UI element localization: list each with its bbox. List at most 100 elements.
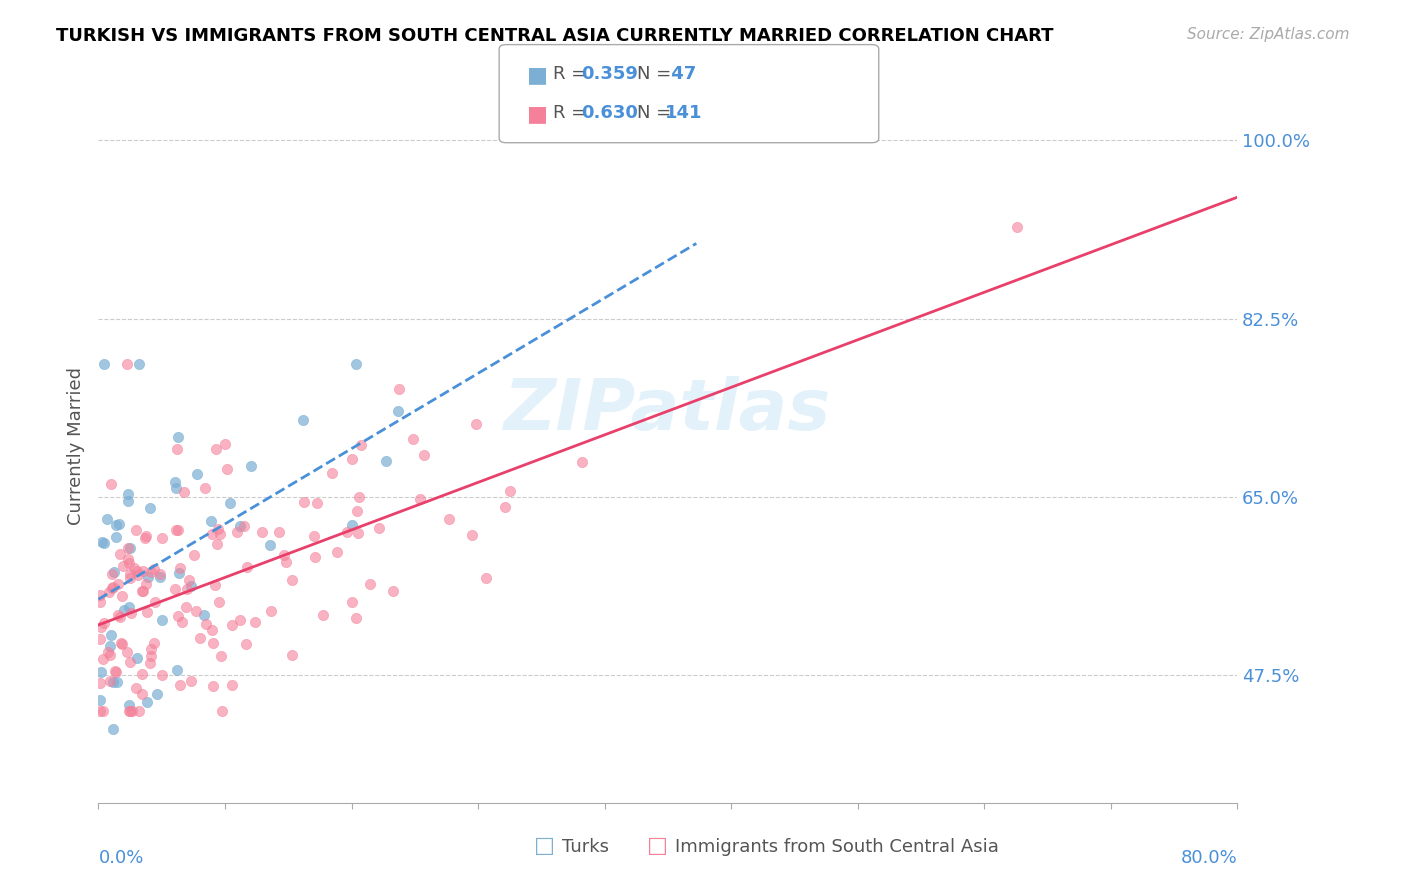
Point	[166, 663, 188, 677]
Point	[139, 656, 162, 670]
Point	[135, 529, 157, 543]
Point	[127, 567, 149, 582]
Point	[91, 704, 114, 718]
Point	[201, 623, 224, 637]
Text: 0.0%: 0.0%	[98, 849, 143, 867]
Point	[121, 704, 143, 718]
Point	[186, 467, 208, 481]
Text: ■: ■	[527, 65, 548, 85]
Point	[166, 442, 188, 457]
Point	[98, 639, 121, 653]
Point	[235, 637, 257, 651]
Point	[347, 490, 370, 504]
Point	[259, 538, 281, 552]
Point	[274, 555, 297, 569]
Point	[108, 516, 131, 531]
Point	[193, 607, 215, 622]
Text: ZIPatlas: ZIPatlas	[505, 376, 831, 445]
Point	[326, 545, 349, 559]
Point	[342, 518, 364, 533]
Point	[163, 582, 186, 596]
Point	[90, 665, 112, 679]
Point	[346, 504, 368, 518]
Point	[305, 496, 328, 510]
Point	[461, 527, 484, 541]
Point	[120, 571, 142, 585]
Point	[118, 698, 141, 713]
Point	[221, 618, 243, 632]
Text: Immigrants from South Central Asia: Immigrants from South Central Asia	[675, 838, 998, 856]
Point	[98, 648, 121, 662]
Point	[344, 610, 367, 624]
Point	[312, 608, 335, 623]
Point	[146, 688, 169, 702]
Point	[201, 636, 224, 650]
Point	[167, 566, 190, 580]
Point	[89, 676, 111, 690]
Point	[107, 608, 129, 623]
Point	[107, 674, 129, 689]
Text: 47: 47	[665, 65, 696, 83]
Point	[180, 673, 202, 688]
Point	[177, 573, 200, 587]
Point	[101, 722, 124, 736]
Point	[346, 525, 368, 540]
Point	[100, 627, 122, 641]
Point	[128, 704, 150, 718]
Point	[118, 704, 141, 718]
Point	[143, 595, 166, 609]
Point	[139, 648, 162, 663]
Point	[150, 531, 173, 545]
Point	[217, 461, 239, 475]
Point	[93, 536, 115, 550]
Y-axis label: Currently Married: Currently Married	[66, 367, 84, 525]
Point	[118, 599, 141, 614]
Point	[142, 562, 165, 576]
Point	[344, 358, 367, 372]
Point	[115, 358, 138, 372]
Point	[205, 537, 228, 551]
Point	[194, 617, 217, 632]
Point	[89, 704, 111, 718]
Point	[110, 547, 132, 561]
Point	[125, 523, 148, 537]
Point	[139, 501, 162, 516]
Point	[387, 403, 409, 417]
Point	[136, 605, 159, 619]
Point	[91, 534, 114, 549]
Point	[340, 451, 363, 466]
Point	[292, 413, 315, 427]
Text: R =: R =	[553, 65, 592, 83]
Point	[118, 704, 141, 718]
Text: N =: N =	[637, 65, 676, 83]
Point	[93, 616, 115, 631]
Point	[174, 600, 197, 615]
Point	[204, 578, 226, 592]
Point	[281, 574, 304, 588]
Point	[194, 481, 217, 495]
Point	[1005, 219, 1028, 234]
Point	[267, 524, 290, 539]
Point	[89, 595, 111, 609]
Point	[93, 358, 115, 372]
Point	[228, 518, 250, 533]
Point	[104, 664, 127, 678]
Point	[229, 613, 252, 627]
Point	[209, 527, 232, 541]
Point	[118, 655, 141, 669]
Text: Turks: Turks	[562, 838, 609, 856]
Point	[375, 454, 398, 468]
Point	[118, 566, 141, 581]
Point	[100, 477, 122, 491]
Text: TURKISH VS IMMIGRANTS FROM SOUTH CENTRAL ASIA CURRENTLY MARRIED CORRELATION CHAR: TURKISH VS IMMIGRANTS FROM SOUTH CENTRAL…	[56, 27, 1053, 45]
Point	[211, 704, 233, 718]
Point	[89, 632, 111, 646]
Point	[98, 673, 121, 688]
Point	[127, 651, 149, 665]
Text: □: □	[647, 837, 668, 856]
Point	[167, 523, 190, 537]
Point	[139, 641, 162, 656]
Point	[108, 610, 131, 624]
Point	[97, 645, 120, 659]
Point	[281, 648, 304, 662]
